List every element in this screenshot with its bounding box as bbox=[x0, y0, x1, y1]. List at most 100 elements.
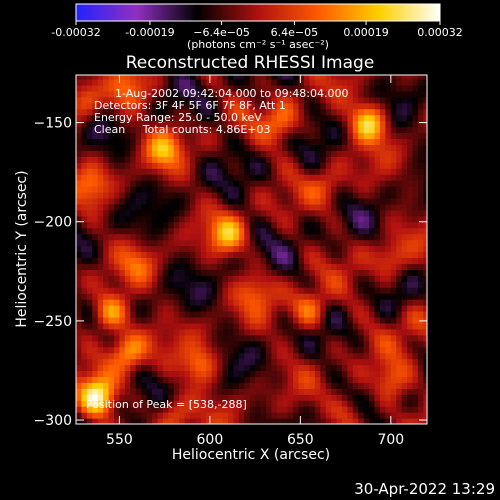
heatmap-cell bbox=[276, 245, 283, 253]
heatmap-cell bbox=[195, 233, 202, 241]
heatmap-cell bbox=[238, 257, 245, 264]
colorbar bbox=[75, 3, 441, 22]
heatmap-cell bbox=[113, 150, 121, 157]
heatmap-cell bbox=[195, 114, 202, 122]
heatmap-cell bbox=[211, 322, 218, 330]
heatmap-cell bbox=[227, 358, 235, 366]
heatmap-cell bbox=[184, 102, 191, 110]
heatmap-cell bbox=[358, 221, 365, 229]
heatmap-cell bbox=[238, 322, 245, 330]
heatmap-cell bbox=[303, 144, 310, 151]
heatmap-cell bbox=[352, 287, 359, 294]
heatmap-cell bbox=[325, 269, 332, 276]
heatmap-cell bbox=[249, 239, 256, 247]
heatmap-cell bbox=[309, 138, 316, 145]
heatmap-cell bbox=[265, 191, 272, 199]
heatmap-cell bbox=[331, 299, 338, 306]
heatmap-cell bbox=[303, 370, 310, 378]
heatmap-cell bbox=[358, 180, 365, 187]
heatmap-cell bbox=[184, 346, 191, 354]
heatmap-cell bbox=[417, 281, 424, 288]
heatmap-cell bbox=[200, 322, 207, 330]
heatmap-cell bbox=[352, 394, 359, 401]
heatmap-cell bbox=[135, 293, 142, 300]
heatmap-cell bbox=[255, 394, 262, 401]
heatmap-cell bbox=[260, 209, 267, 217]
heatmap-cell bbox=[412, 180, 419, 187]
heatmap-cell bbox=[374, 156, 381, 163]
y-tick-label: −300 bbox=[34, 413, 72, 429]
heatmap-cell bbox=[325, 162, 332, 169]
heatmap-cell bbox=[189, 293, 197, 300]
heatmap-cell bbox=[124, 156, 131, 163]
heatmap-cell bbox=[325, 281, 332, 288]
heatmap-cell bbox=[417, 328, 424, 336]
heatmap-cell bbox=[385, 233, 392, 241]
heatmap-cell bbox=[233, 215, 240, 223]
heatmap-cell bbox=[157, 299, 164, 306]
heatmap-cell bbox=[124, 191, 131, 199]
heatmap-cell bbox=[233, 352, 240, 360]
heatmap-cell bbox=[200, 96, 207, 104]
heatmap-cell bbox=[168, 400, 175, 407]
heatmap-cell bbox=[320, 382, 327, 389]
heatmap-cell bbox=[238, 75, 245, 80]
heatmap-cell bbox=[385, 174, 392, 181]
heatmap-cell bbox=[287, 90, 294, 98]
heatmap-cell bbox=[244, 144, 251, 151]
heatmap-cell bbox=[396, 364, 403, 372]
heatmap-cell bbox=[369, 388, 376, 395]
heatmap-cell bbox=[130, 364, 137, 372]
heatmap-cell bbox=[325, 322, 332, 330]
heatmap-cell bbox=[271, 203, 278, 211]
heatmap-cell bbox=[325, 221, 332, 229]
heatmap-cell bbox=[358, 114, 365, 122]
heatmap-cell bbox=[320, 269, 327, 276]
heatmap-cell bbox=[157, 156, 164, 163]
heatmap-cell bbox=[379, 209, 386, 217]
heatmap-cell bbox=[179, 75, 186, 80]
heatmap-cell bbox=[396, 334, 403, 342]
heatmap-cell bbox=[265, 114, 272, 122]
heatmap-cell bbox=[271, 328, 278, 336]
heatmap-cell bbox=[130, 275, 137, 282]
heatmap-cell bbox=[227, 382, 235, 389]
heatmap-cell bbox=[119, 239, 126, 247]
heatmap-cell bbox=[412, 209, 419, 217]
heatmap-cell bbox=[293, 144, 300, 151]
heatmap-cell bbox=[249, 96, 256, 104]
heatmap-cell bbox=[374, 340, 381, 348]
heatmap-cell bbox=[412, 162, 419, 169]
heatmap-cell bbox=[336, 245, 343, 253]
heatmap-cell bbox=[347, 90, 354, 98]
heatmap-cell bbox=[227, 197, 235, 205]
heatmap-cell bbox=[303, 114, 310, 122]
heatmap-cell bbox=[255, 197, 262, 205]
heatmap-cell bbox=[255, 174, 262, 181]
heatmap-cell bbox=[385, 340, 392, 348]
heatmap-cell bbox=[363, 150, 370, 157]
heatmap-cell bbox=[374, 382, 381, 389]
heatmap-cell bbox=[309, 340, 316, 348]
heatmap-cell bbox=[379, 108, 386, 116]
heatmap-cell bbox=[417, 180, 424, 187]
heatmap-cell bbox=[200, 239, 207, 247]
heatmap-cell bbox=[211, 180, 218, 187]
heatmap-cell bbox=[227, 144, 235, 151]
heatmap-cell bbox=[173, 334, 180, 342]
heatmap-cell bbox=[320, 186, 327, 193]
heatmap-cell bbox=[363, 114, 370, 122]
heatmap-cell bbox=[255, 108, 262, 116]
heatmap-cell bbox=[423, 406, 427, 413]
heatmap-cell bbox=[173, 215, 180, 223]
heatmap-cell bbox=[81, 358, 88, 366]
heatmap-cell bbox=[92, 233, 99, 241]
heatmap-cell bbox=[162, 275, 169, 282]
heatmap-cell bbox=[130, 75, 137, 80]
heatmap-cell bbox=[309, 310, 316, 318]
heatmap-cell bbox=[189, 340, 197, 348]
heatmap-cell bbox=[271, 346, 278, 354]
heatmap-cell bbox=[141, 209, 148, 217]
heatmap-cell bbox=[141, 120, 148, 128]
heatmap-cell bbox=[401, 215, 408, 223]
